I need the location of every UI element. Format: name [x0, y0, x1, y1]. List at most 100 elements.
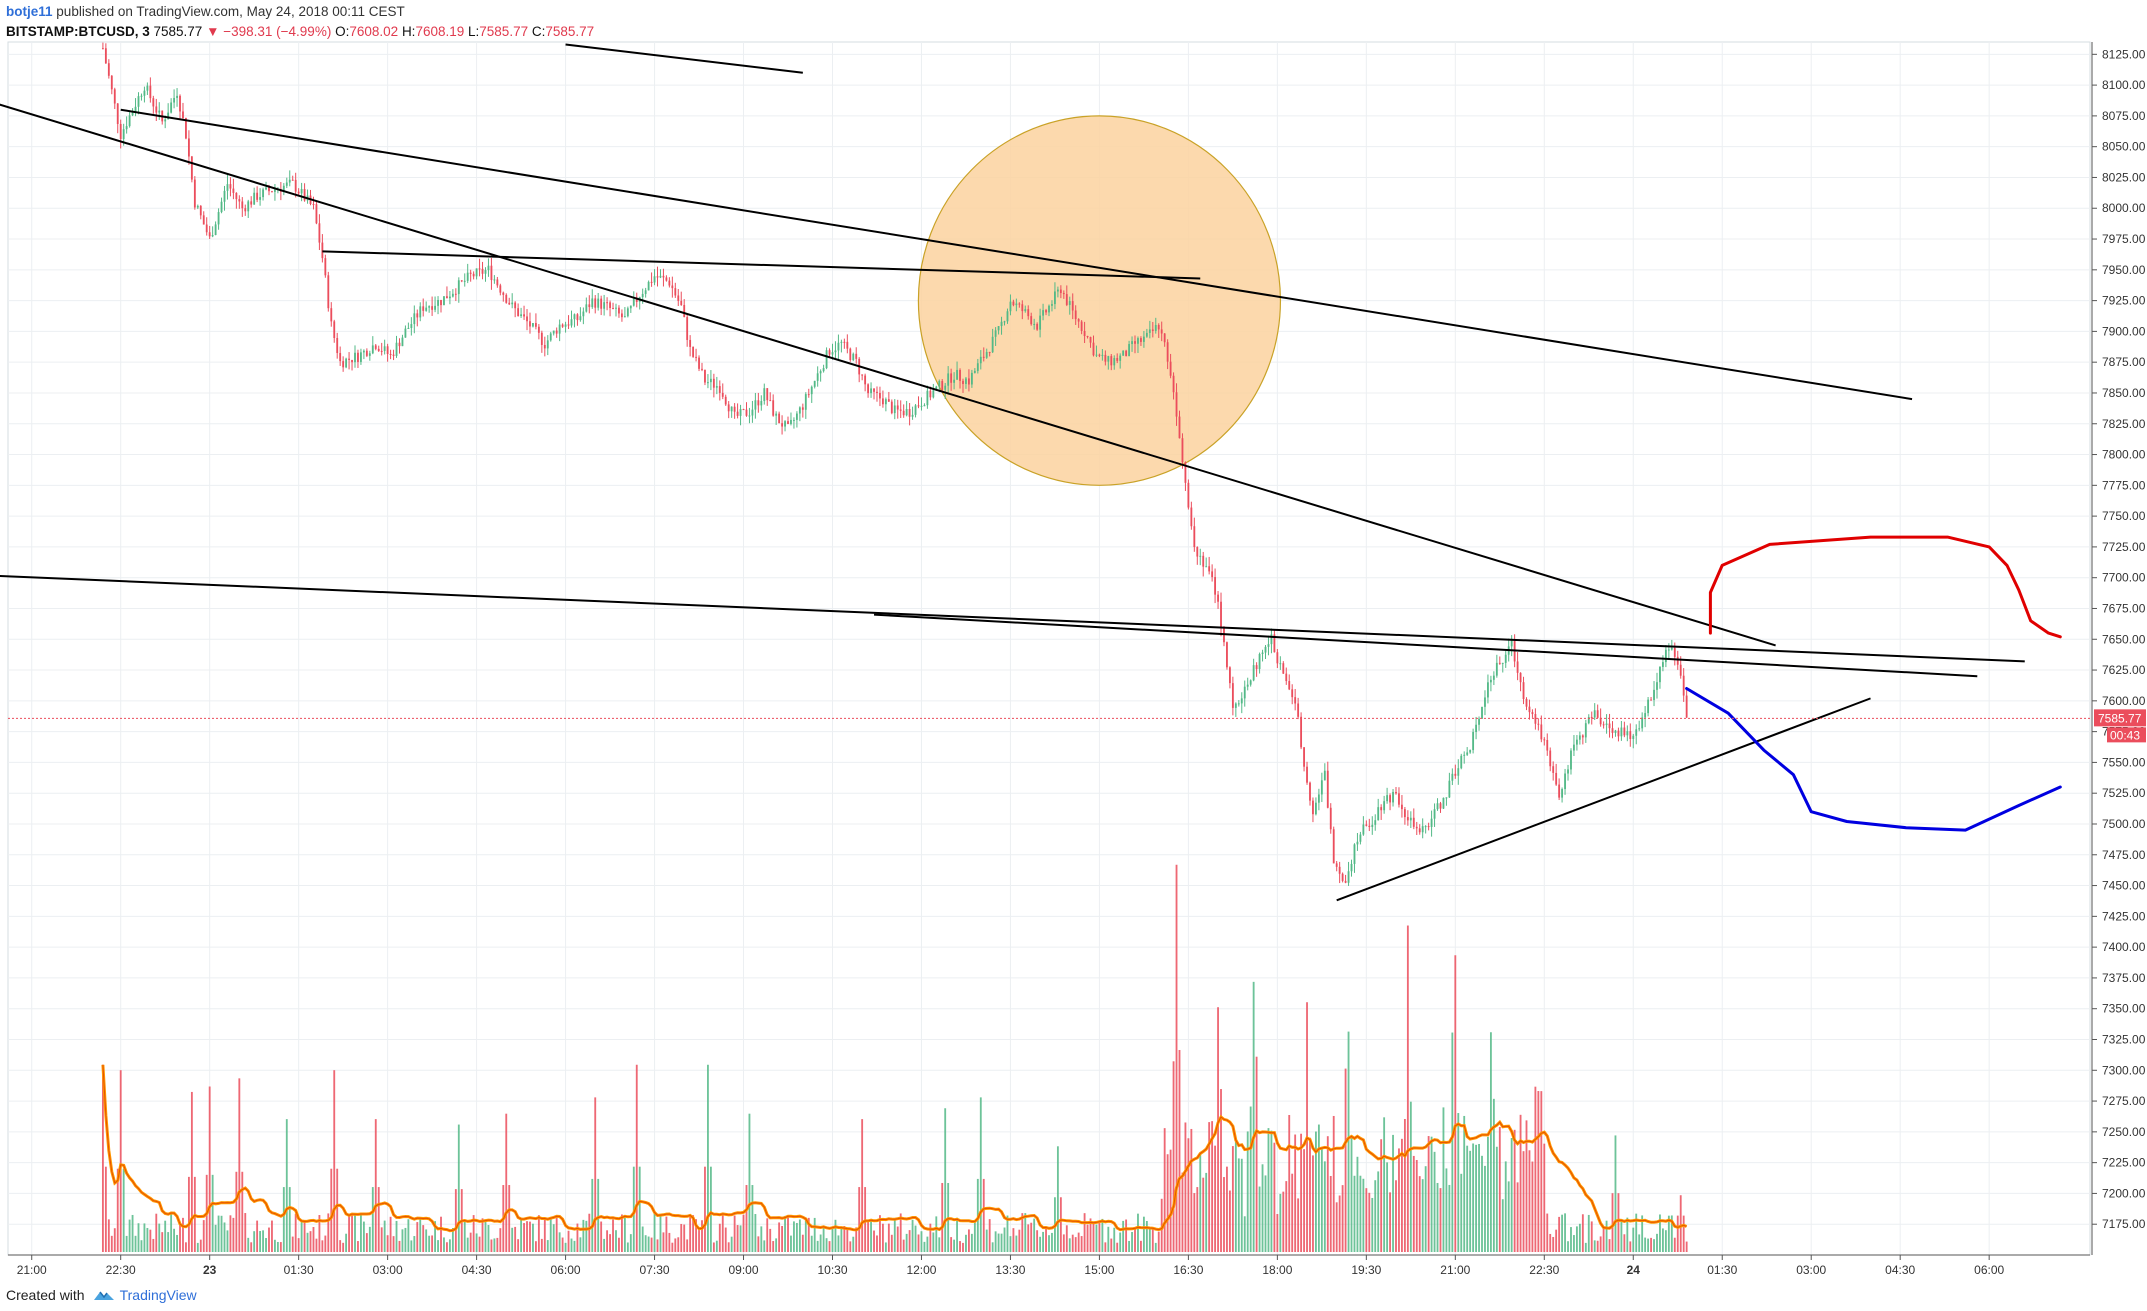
volume-bar	[1608, 1239, 1611, 1252]
candle-body	[265, 187, 267, 190]
volume-bar	[1009, 1236, 1012, 1252]
candle-body	[683, 304, 686, 318]
trendline-long-support[interactable]	[0, 572, 2025, 663]
volume-bar	[285, 1119, 288, 1252]
volume-bar	[309, 1231, 312, 1252]
trendline-neckline[interactable]	[873, 613, 1978, 678]
candle-body	[1208, 566, 1211, 572]
forecast-bearish-path[interactable]	[1685, 687, 2062, 832]
trendline-ascending-support[interactable]	[1336, 697, 1871, 902]
volume-bar	[890, 1234, 893, 1252]
volume-bar	[573, 1240, 576, 1252]
volume-bar	[606, 1230, 609, 1252]
volume-bar	[546, 1240, 549, 1252]
candle-body	[1074, 310, 1077, 320]
volume-bar	[1587, 1214, 1590, 1252]
trendline-long-resistance[interactable]	[0, 73, 1776, 647]
publish-line: botje11 published on TradingView.com, Ma…	[6, 2, 1306, 22]
y-tick-label: 8125.00	[2102, 47, 2146, 61]
candle-body	[1644, 713, 1647, 718]
volume-bar	[1021, 1213, 1024, 1252]
volume-bar	[941, 1182, 944, 1252]
candle-body	[333, 321, 336, 339]
candle-body	[597, 298, 600, 308]
candle-body	[1555, 772, 1558, 785]
trendline-descending-resistance[interactable]	[120, 108, 1913, 401]
volume-bar	[944, 1108, 947, 1252]
volume-bar	[119, 1070, 122, 1252]
tradingview-brand-link[interactable]: TradingView	[93, 1283, 197, 1307]
volume-bar	[1003, 1227, 1006, 1252]
volume-bar	[973, 1222, 976, 1252]
volume-bar	[164, 1220, 167, 1252]
volume-bar	[493, 1238, 496, 1252]
volume-bar	[879, 1215, 881, 1252]
volume-bar	[1335, 1202, 1338, 1252]
volume-bar	[155, 1213, 158, 1252]
trendline-short-resistance-top[interactable]	[565, 43, 803, 74]
volume-bar	[736, 1225, 739, 1252]
volume-bar	[1074, 1237, 1077, 1252]
candle-body	[923, 405, 926, 407]
volume-bar	[920, 1231, 923, 1252]
volume-bar	[1270, 1130, 1273, 1252]
volume-bar	[790, 1235, 792, 1252]
candle-body	[576, 314, 579, 321]
candle-body	[543, 344, 546, 349]
volume-bar	[374, 1119, 377, 1252]
candle-body	[671, 285, 674, 289]
candle-body	[588, 304, 591, 308]
candle-body	[1632, 735, 1635, 739]
volume-bar	[567, 1230, 570, 1252]
volume-bar	[1528, 1150, 1531, 1252]
candle-body	[360, 352, 362, 362]
volume-bar	[1297, 1198, 1300, 1252]
volume-bar	[1169, 1149, 1172, 1252]
volume-bar	[760, 1226, 763, 1252]
x-tick-label: 15:00	[1084, 1263, 1114, 1277]
author-link[interactable]: botje11	[6, 4, 53, 19]
price-chart[interactable]: 8125.00 8100.00 8075.00 8050.00 8025.00 8000.…	[0, 0, 2147, 1280]
candle-body	[1217, 594, 1219, 602]
candle-body	[793, 419, 795, 421]
volume-bar	[386, 1235, 389, 1252]
candle-body	[870, 388, 872, 394]
volume-bar	[1264, 1175, 1267, 1252]
candle-body	[1430, 818, 1433, 827]
volume-bar	[392, 1236, 395, 1252]
volume-bar	[318, 1215, 321, 1252]
volume-bar	[1042, 1231, 1044, 1252]
candle-body	[404, 328, 407, 338]
candle-body	[235, 192, 238, 200]
candle-body	[1113, 358, 1116, 366]
candle-body	[656, 276, 659, 278]
candle-body	[1448, 780, 1451, 798]
candle-body	[653, 276, 656, 283]
volume-bar	[1267, 1128, 1270, 1252]
forecast-bullish-path[interactable]	[1708, 535, 2062, 639]
candle-body	[1433, 809, 1436, 819]
volume-bar	[1083, 1213, 1086, 1252]
highlight-circle[interactable]	[917, 115, 1282, 486]
y-tick-label: 7925.00	[2102, 294, 2146, 308]
candle-body	[443, 296, 445, 306]
x-tick-label: 07:30	[640, 1263, 670, 1277]
candle-body	[514, 302, 517, 309]
last-price: 7585.77	[153, 24, 203, 39]
candle-body	[1261, 652, 1264, 655]
volume-bar	[167, 1232, 170, 1252]
volume-bar	[110, 1235, 113, 1252]
volume-bar	[603, 1238, 606, 1252]
candle-body	[766, 388, 769, 401]
volume-bar	[801, 1234, 804, 1252]
candle-body	[1472, 732, 1475, 751]
candle-body	[1682, 675, 1685, 696]
volume-bar	[834, 1219, 837, 1252]
volume-bar	[1383, 1117, 1386, 1252]
candle-body	[1054, 291, 1056, 305]
volume-bar	[259, 1230, 262, 1252]
volume-bar	[362, 1221, 365, 1252]
candle-body	[1291, 689, 1294, 698]
trendline-range-top[interactable]	[322, 250, 1201, 280]
symbol-name[interactable]: BITSTAMP:BTCUSD, 3	[6, 24, 150, 39]
